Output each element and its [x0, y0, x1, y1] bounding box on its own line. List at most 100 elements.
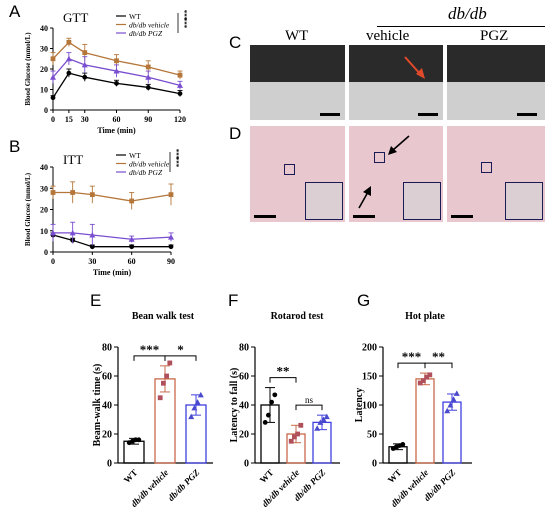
roi-square	[374, 152, 385, 163]
y-tick-label: 20	[40, 206, 48, 215]
data-point	[417, 380, 423, 386]
y-tick-label: 40	[239, 401, 249, 412]
panel-letter-e: E	[90, 291, 102, 310]
x-tick-label: WT	[258, 467, 276, 485]
series-line	[52, 72, 181, 99]
significance-bracket	[424, 362, 453, 369]
x-tick-label: 0	[51, 115, 55, 124]
data-point	[272, 392, 278, 398]
y-tick-label: 80	[102, 343, 112, 354]
data-point	[136, 437, 142, 443]
y-tick-label: 200	[362, 343, 377, 354]
data-point	[145, 64, 151, 70]
chart-title: GTT	[63, 10, 88, 25]
data-point	[65, 55, 72, 62]
chart-title: Bean walk test	[132, 311, 195, 322]
x-tick-label: 90	[144, 115, 152, 124]
legend-label: db/db vehicle	[129, 160, 170, 169]
significance-label: ns	[305, 395, 314, 405]
scale-bar	[451, 215, 473, 218]
panel-letter-d: D	[229, 124, 242, 143]
scale-bar	[254, 215, 276, 218]
em-image-wt	[250, 45, 345, 120]
data-point	[447, 402, 454, 408]
y-tick-label: 60	[239, 372, 249, 383]
bean-walk-bar-chart: 0 20 40 60 80 Beam-walk time (s) Bean walk tes…	[92, 311, 213, 509]
data-point	[157, 395, 163, 401]
panel-letter-g: G	[357, 291, 371, 310]
y-tick-label: 0	[44, 106, 48, 115]
data-point	[288, 438, 294, 444]
significance-label: ***	[180, 10, 188, 21]
data-point	[114, 80, 119, 86]
series-line	[52, 57, 181, 87]
panel-letter-c: C	[229, 33, 242, 52]
db-db-group-label: db/db	[448, 4, 487, 23]
red-arrow-icon	[404, 56, 425, 79]
data-point	[82, 50, 88, 55]
data-point	[424, 374, 429, 380]
data-point	[70, 190, 76, 195]
data-point	[320, 416, 327, 422]
data-point	[128, 236, 135, 242]
y-tick-label: 40	[40, 163, 48, 172]
data-point	[421, 378, 426, 384]
scale-bar	[353, 215, 375, 218]
em-image-pgz	[447, 45, 545, 120]
data-point	[453, 390, 460, 396]
y-axis-label: Blood Glucose (mmol/L)	[24, 172, 32, 246]
chart-title: Hot plate	[405, 311, 445, 322]
data-point	[317, 419, 324, 425]
data-point	[262, 420, 268, 425]
data-point	[450, 396, 457, 402]
data-point	[50, 74, 56, 80]
x-tick-label: WT	[386, 467, 404, 485]
data-point	[161, 380, 166, 386]
x-tick-label: WT	[122, 467, 140, 485]
scale-bar	[320, 113, 340, 116]
data-point	[69, 229, 76, 236]
legend-label: WT	[129, 12, 141, 21]
he-image-pgz	[447, 126, 545, 222]
zoom-inset	[305, 182, 343, 220]
data-point	[194, 399, 201, 405]
legend-label: db/db PGZ	[129, 29, 163, 38]
em-dark-band	[349, 45, 443, 82]
y-tick-label: 30	[40, 184, 48, 193]
x-tick-label: 90	[167, 257, 175, 266]
x-tick-label: 30	[81, 115, 89, 124]
y-tick-label: 40	[40, 24, 48, 33]
data-point	[177, 82, 183, 88]
panel-letter-b: B	[9, 137, 21, 156]
data-point	[269, 399, 274, 405]
significance-label: ***	[140, 342, 160, 357]
data-point	[295, 431, 300, 437]
y-axis-label: Blood Glucose (mmol/L)	[24, 32, 32, 106]
zoom-inset	[505, 182, 543, 220]
em-dark-band	[250, 45, 345, 82]
y-tick-label: 150	[362, 372, 377, 383]
data-point	[197, 391, 204, 398]
roi-square	[284, 164, 295, 175]
db-db-group-line	[377, 26, 545, 27]
x-tick-label: db/db PGZ	[166, 467, 202, 503]
x-tick-label: 30	[88, 257, 96, 266]
x-axis-label: Time (min)	[93, 268, 132, 277]
significance-label: **	[277, 364, 290, 379]
zoom-inset	[403, 182, 441, 220]
wt-column-label: WT	[285, 28, 309, 44]
significance-bracket	[269, 377, 297, 383]
x-tick-label: 0	[51, 257, 55, 266]
x-tick-label: 60	[128, 257, 136, 266]
legend-label: WT	[129, 151, 141, 160]
y-tick-label: 0	[44, 248, 48, 257]
significance-bracket	[295, 404, 323, 411]
x-tick-label: 120	[174, 115, 186, 124]
data-point	[50, 56, 56, 62]
data-point	[82, 74, 88, 80]
significance-label: *	[177, 342, 184, 357]
scale-bar	[517, 113, 537, 116]
chart-title: Rotarod test	[271, 311, 325, 322]
data-point	[66, 39, 72, 45]
